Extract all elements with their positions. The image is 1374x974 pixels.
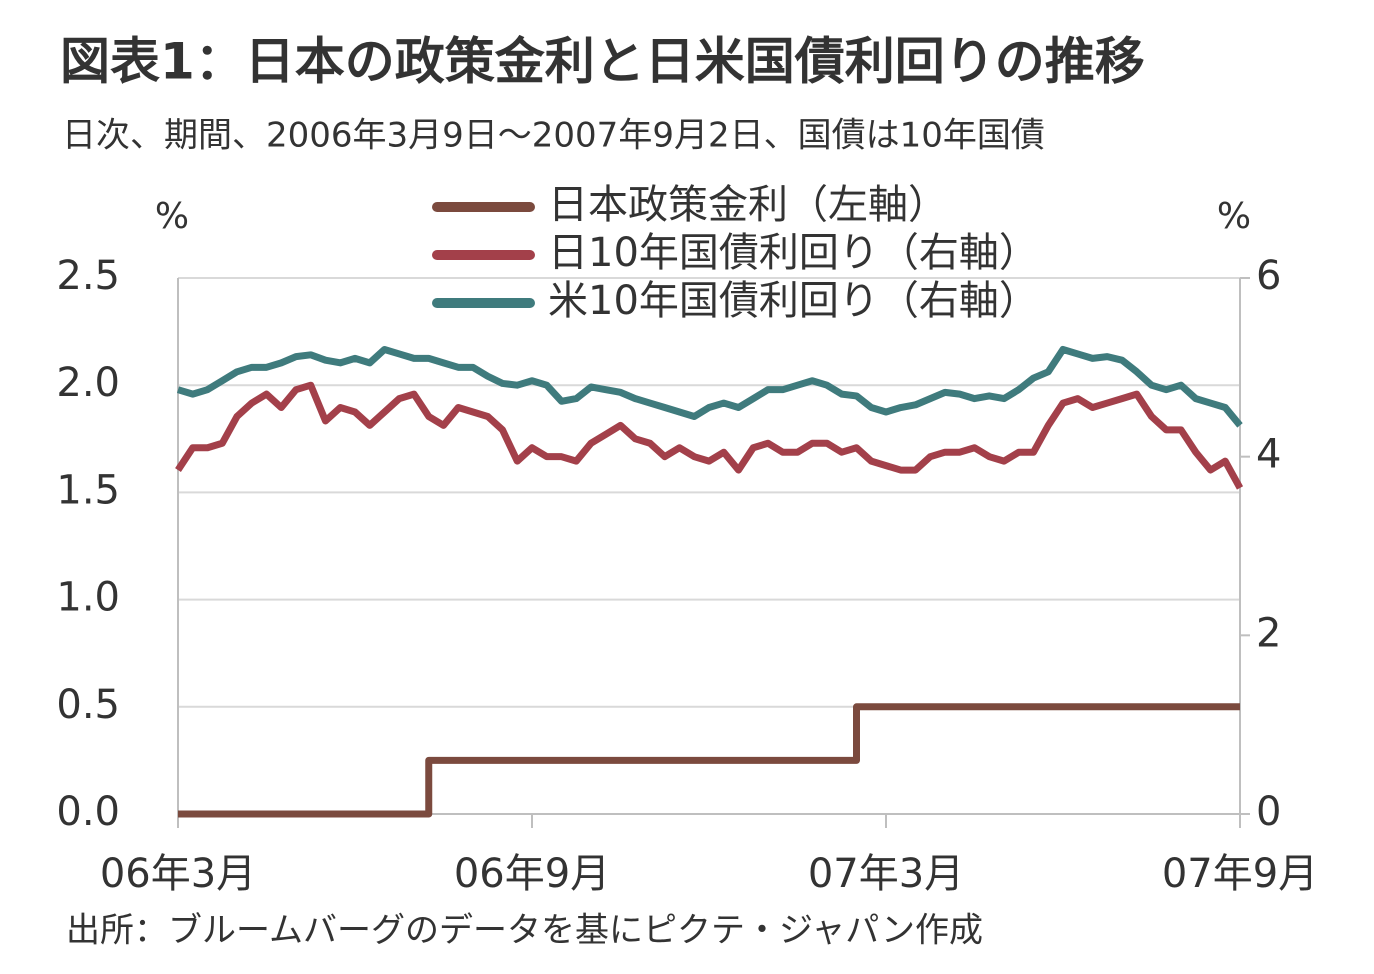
y2-tick-label: 4 bbox=[1256, 432, 1281, 478]
y-axis-unit: % bbox=[155, 196, 189, 237]
legend-label: 日本政策金利（左軸） bbox=[548, 182, 948, 228]
data-line bbox=[176, 345, 1243, 428]
y2-axis-unit: % bbox=[1217, 196, 1251, 237]
source-note: 出所：ブルームバーグのデータを基にピクテ・ジャパン作成 bbox=[66, 911, 983, 951]
x-tick-label: 06年9月 bbox=[454, 851, 610, 897]
y-tick-label: 2.0 bbox=[56, 360, 120, 406]
y-tick-label: 2.5 bbox=[56, 253, 120, 299]
data-line bbox=[175, 381, 1244, 490]
y-tick-label: 0.0 bbox=[56, 789, 120, 835]
y2-tick-label: 0 bbox=[1256, 789, 1281, 835]
x-tick-label: 06年3月 bbox=[100, 851, 256, 897]
y-tick-label: 0.5 bbox=[56, 682, 120, 728]
data-line bbox=[178, 703, 1240, 818]
x-tick-label: 07年9月 bbox=[1162, 851, 1318, 897]
legend-label: 米10年国債利回り（右軸） bbox=[548, 278, 1039, 324]
chart-subtitle: 日次、期間、2006年3月9日～2007年9月2日、国債は10年国債 bbox=[62, 116, 1045, 156]
y-tick-label: 1.0 bbox=[56, 575, 120, 621]
y2-tick-label: 6 bbox=[1256, 253, 1281, 299]
x-tick-label: 07年3月 bbox=[808, 851, 964, 897]
chart-title: 図表1：日本の政策金利と日米国債利回りの推移 bbox=[60, 33, 1145, 91]
legend-label: 日10年国債利回り（右軸） bbox=[548, 230, 1039, 276]
y2-tick-label: 2 bbox=[1256, 610, 1281, 656]
y-tick-label: 1.5 bbox=[56, 467, 120, 513]
